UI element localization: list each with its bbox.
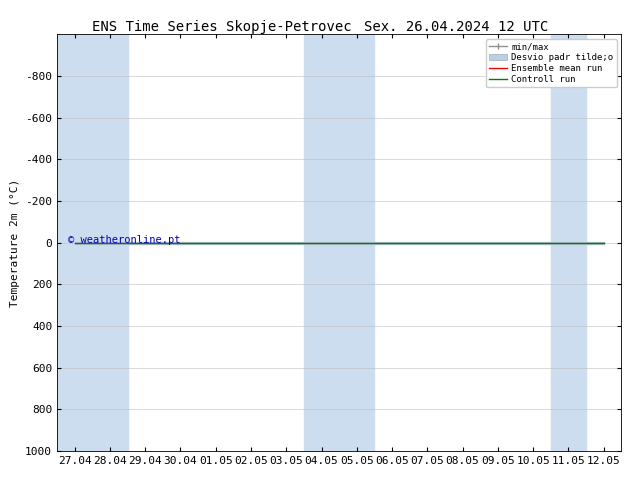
Bar bbox=[551, 34, 586, 451]
Legend: min/max, Desvio padr tilde;o, Ensemble mean run, Controll run: min/max, Desvio padr tilde;o, Ensemble m… bbox=[486, 39, 617, 87]
Text: © weatheronline.pt: © weatheronline.pt bbox=[68, 236, 181, 245]
Text: ENS Time Series Skopje-Petrovec: ENS Time Series Skopje-Petrovec bbox=[92, 20, 352, 34]
Text: Sex. 26.04.2024 12 UTC: Sex. 26.04.2024 12 UTC bbox=[365, 20, 548, 34]
Bar bbox=[57, 34, 127, 451]
Y-axis label: Temperature 2m (°C): Temperature 2m (°C) bbox=[10, 178, 20, 307]
Bar bbox=[304, 34, 375, 451]
